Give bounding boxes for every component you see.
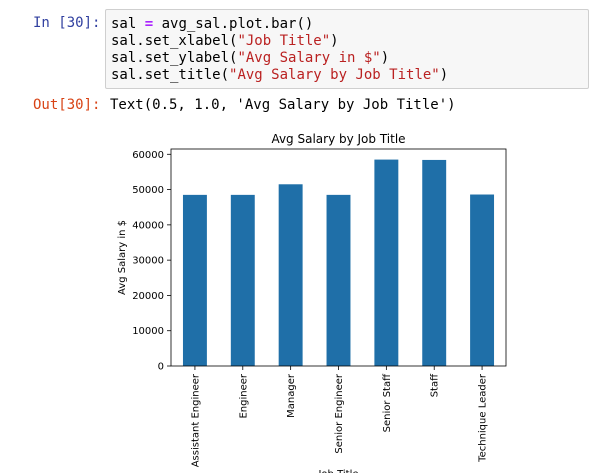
- bar: [470, 194, 495, 366]
- y-tick-label: 20000: [132, 291, 164, 302]
- code-string: "Job Title": [237, 33, 331, 49]
- code-cell[interactable]: sal = avg_sal.plot.bar() sal.set_xlabel("…: [105, 9, 589, 89]
- output-prompt: Out[30]:: [33, 97, 101, 113]
- y-axis-label: Avg Salary in $: [117, 220, 128, 295]
- y-tick-label: 40000: [132, 220, 164, 231]
- x-axis-label: Job Title: [317, 469, 358, 473]
- input-prompt: In [30]:: [33, 15, 101, 31]
- x-tick-label: Assistant Engineer: [190, 373, 201, 467]
- bar: [326, 194, 351, 366]
- code-editor[interactable]: sal = avg_sal.plot.bar() sal.set_xlabel("…: [111, 16, 448, 84]
- bar: [230, 194, 255, 366]
- code-line: sal.set_title("Avg Salary by Job Title"): [111, 67, 448, 84]
- y-tick-label: 60000: [132, 150, 164, 161]
- x-tick-label: Engineer: [238, 373, 249, 418]
- y-tick-label: 30000: [132, 256, 164, 267]
- code-line: sal = avg_sal.plot.bar(): [111, 16, 448, 33]
- x-tick-label: Staff: [430, 373, 441, 397]
- bar: [278, 184, 303, 366]
- x-tick-label: Senior Engineer: [334, 373, 345, 453]
- y-tick-label: 50000: [132, 185, 164, 196]
- code-line: sal.set_ylabel("Avg Salary in $"): [111, 50, 448, 67]
- code-string: "Avg Salary in $": [237, 50, 381, 66]
- bar: [422, 159, 447, 366]
- code-token: ): [439, 67, 449, 83]
- plot-frame: [170, 148, 507, 367]
- chart-title: Avg Salary by Job Title: [271, 132, 405, 146]
- code-token: ): [330, 33, 339, 49]
- y-tick-label: 10000: [132, 326, 164, 337]
- code-operator: =: [144, 16, 154, 32]
- code-token: sal: [111, 16, 145, 32]
- code-string: "Avg Salary by Job Title": [229, 67, 440, 83]
- code-token: sal.set_xlabel(: [111, 33, 238, 49]
- x-tick-label: Technique Leader: [478, 373, 489, 463]
- code-line: sal.set_xlabel("Job Title"): [111, 33, 448, 50]
- code-token: ): [380, 50, 390, 66]
- code-token: avg_sal.plot.bar(): [153, 16, 314, 32]
- x-tick-label: Manager: [286, 373, 297, 418]
- output-text: Text(0.5, 1.0, 'Avg Salary by Job Title'…: [110, 97, 456, 113]
- bar: [374, 159, 399, 366]
- bar: [182, 194, 207, 366]
- x-tick-label: Senior Staff: [382, 373, 393, 432]
- code-token: sal.set_ylabel(: [111, 50, 238, 66]
- y-tick-label: 0: [158, 362, 164, 373]
- code-token: sal.set_title(: [111, 67, 230, 83]
